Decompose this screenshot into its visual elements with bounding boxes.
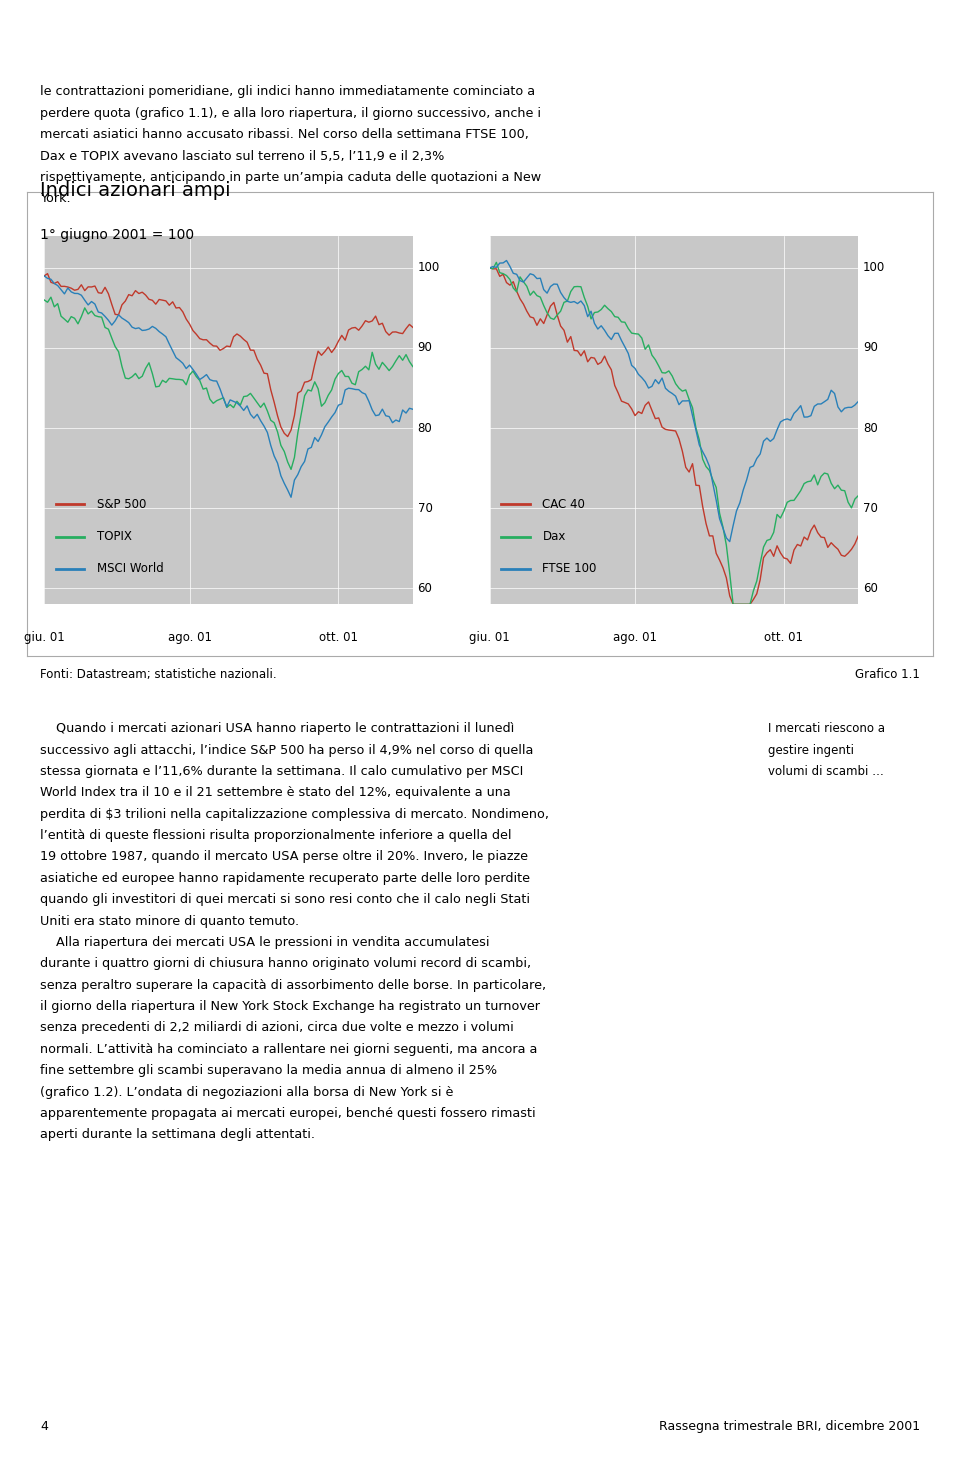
Text: 100: 100 — [418, 261, 440, 274]
Text: il giorno della riapertura il New York Stock Exchange ha registrato un turnover: il giorno della riapertura il New York S… — [40, 999, 540, 1013]
Text: volumi di scambi …: volumi di scambi … — [768, 765, 884, 778]
Text: Uniti era stato minore di quanto temuto.: Uniti era stato minore di quanto temuto. — [40, 914, 300, 927]
Text: ago. 01: ago. 01 — [613, 631, 657, 644]
Text: TOPIX: TOPIX — [97, 531, 132, 542]
Text: 80: 80 — [863, 422, 877, 435]
Text: asiatiche ed europee hanno rapidamente recuperato parte delle loro perdite: asiatiche ed europee hanno rapidamente r… — [40, 873, 530, 884]
Text: (grafico 1.2). L’ondata di negoziazioni alla borsa di New York si è: (grafico 1.2). L’ondata di negoziazioni … — [40, 1085, 454, 1098]
Text: 80: 80 — [418, 422, 432, 435]
Text: CAC 40: CAC 40 — [542, 498, 586, 510]
Text: ott. 01: ott. 01 — [764, 631, 804, 644]
Text: senza peraltro superare la capacità di assorbimento delle borse. In particolare,: senza peraltro superare la capacità di a… — [40, 979, 546, 992]
Text: Fonti: Datastream; statistiche nazionali.: Fonti: Datastream; statistiche nazionali… — [40, 668, 276, 681]
Text: le contrattazioni pomeridiane, gli indici hanno immediatamente cominciato a: le contrattazioni pomeridiane, gli indic… — [40, 85, 536, 99]
Text: 19 ottobre 1987, quando il mercato USA perse oltre il 20%. Invero, le piazze: 19 ottobre 1987, quando il mercato USA p… — [40, 850, 528, 864]
Text: ott. 01: ott. 01 — [319, 631, 358, 644]
Text: York.: York. — [40, 193, 71, 205]
Text: senza precedenti di 2,2 miliardi di azioni, circa due volte e mezzo i volumi: senza precedenti di 2,2 miliardi di azio… — [40, 1021, 514, 1035]
Text: Quando i mercati azionari USA hanno riaperto le contrattazioni il lunedì: Quando i mercati azionari USA hanno riap… — [40, 722, 515, 736]
Text: apparentemente propagata ai mercati europei, benché questi fossero rimasti: apparentemente propagata ai mercati euro… — [40, 1107, 536, 1120]
Text: normali. L’attività ha cominciato a rallentare nei giorni seguenti, ma ancora a: normali. L’attività ha cominciato a rall… — [40, 1044, 538, 1055]
Text: Alla riapertura dei mercati USA le pressioni in vendita accumulatesi: Alla riapertura dei mercati USA le press… — [40, 936, 490, 949]
Text: 70: 70 — [863, 501, 877, 514]
Text: MSCI World: MSCI World — [97, 563, 164, 575]
Text: Indici azionari ampi: Indici azionari ampi — [40, 181, 231, 200]
Text: durante i quattro giorni di chiusura hanno originato volumi record di scambi,: durante i quattro giorni di chiusura han… — [40, 958, 532, 970]
Text: 60: 60 — [418, 582, 432, 595]
Text: I mercati riescono a: I mercati riescono a — [768, 722, 885, 736]
Text: FTSE 100: FTSE 100 — [542, 563, 597, 575]
Text: World Index tra il 10 e il 21 settembre è stato del 12%, equivalente a una: World Index tra il 10 e il 21 settembre … — [40, 787, 511, 799]
Text: gestire ingenti: gestire ingenti — [768, 744, 854, 756]
Text: successivo agli attacchi, l’indice S&P 500 ha perso il 4,9% nel corso di quella: successivo agli attacchi, l’indice S&P 5… — [40, 744, 534, 756]
Text: Dax e TOPIX avevano lasciato sul terreno il 5,5, l’11,9 e il 2,3%: Dax e TOPIX avevano lasciato sul terreno… — [40, 150, 444, 162]
Text: quando gli investitori di quei mercati si sono resi conto che il calo negli Stat: quando gli investitori di quei mercati s… — [40, 893, 530, 907]
Text: 60: 60 — [863, 582, 877, 595]
Text: S&P 500: S&P 500 — [97, 498, 146, 510]
Text: 90: 90 — [863, 342, 877, 354]
Text: giu. 01: giu. 01 — [469, 631, 510, 644]
Text: 1° giugno 2001 = 100: 1° giugno 2001 = 100 — [40, 228, 195, 242]
Text: stessa giornata e l’11,6% durante la settimana. Il calo cumulativo per MSCI: stessa giornata e l’11,6% durante la set… — [40, 765, 524, 778]
Text: l’entità di queste flessioni risulta proporzionalmente inferiore a quella del: l’entità di queste flessioni risulta pro… — [40, 828, 512, 842]
Text: ago. 01: ago. 01 — [168, 631, 211, 644]
Text: mercati asiatici hanno accusato ribassi. Nel corso della settimana FTSE 100,: mercati asiatici hanno accusato ribassi.… — [40, 128, 529, 142]
Text: Dax: Dax — [542, 531, 565, 542]
Text: perdere quota (grafico 1.1), e alla loro riapertura, il giorno successivo, anche: perdere quota (grafico 1.1), e alla loro… — [40, 108, 541, 119]
Text: Rassegna trimestrale BRI, dicembre 2001: Rassegna trimestrale BRI, dicembre 2001 — [659, 1419, 920, 1433]
Text: 90: 90 — [418, 342, 432, 354]
Text: 4: 4 — [40, 1419, 48, 1433]
Text: perdita di $3 trilioni nella capitalizzazione complessiva di mercato. Nondimeno,: perdita di $3 trilioni nella capitalizza… — [40, 808, 549, 821]
Text: giu. 01: giu. 01 — [24, 631, 64, 644]
Text: 70: 70 — [418, 501, 432, 514]
Text: Grafico 1.1: Grafico 1.1 — [854, 668, 920, 681]
Text: fine settembre gli scambi superavano la media annua di almeno il 25%: fine settembre gli scambi superavano la … — [40, 1064, 497, 1077]
Text: 100: 100 — [863, 261, 885, 274]
Text: rispettivamente, anticipando in parte un’ampia caduta delle quotazioni a New: rispettivamente, anticipando in parte un… — [40, 171, 541, 184]
Text: aperti durante la settimana degli attentati.: aperti durante la settimana degli attent… — [40, 1129, 315, 1141]
